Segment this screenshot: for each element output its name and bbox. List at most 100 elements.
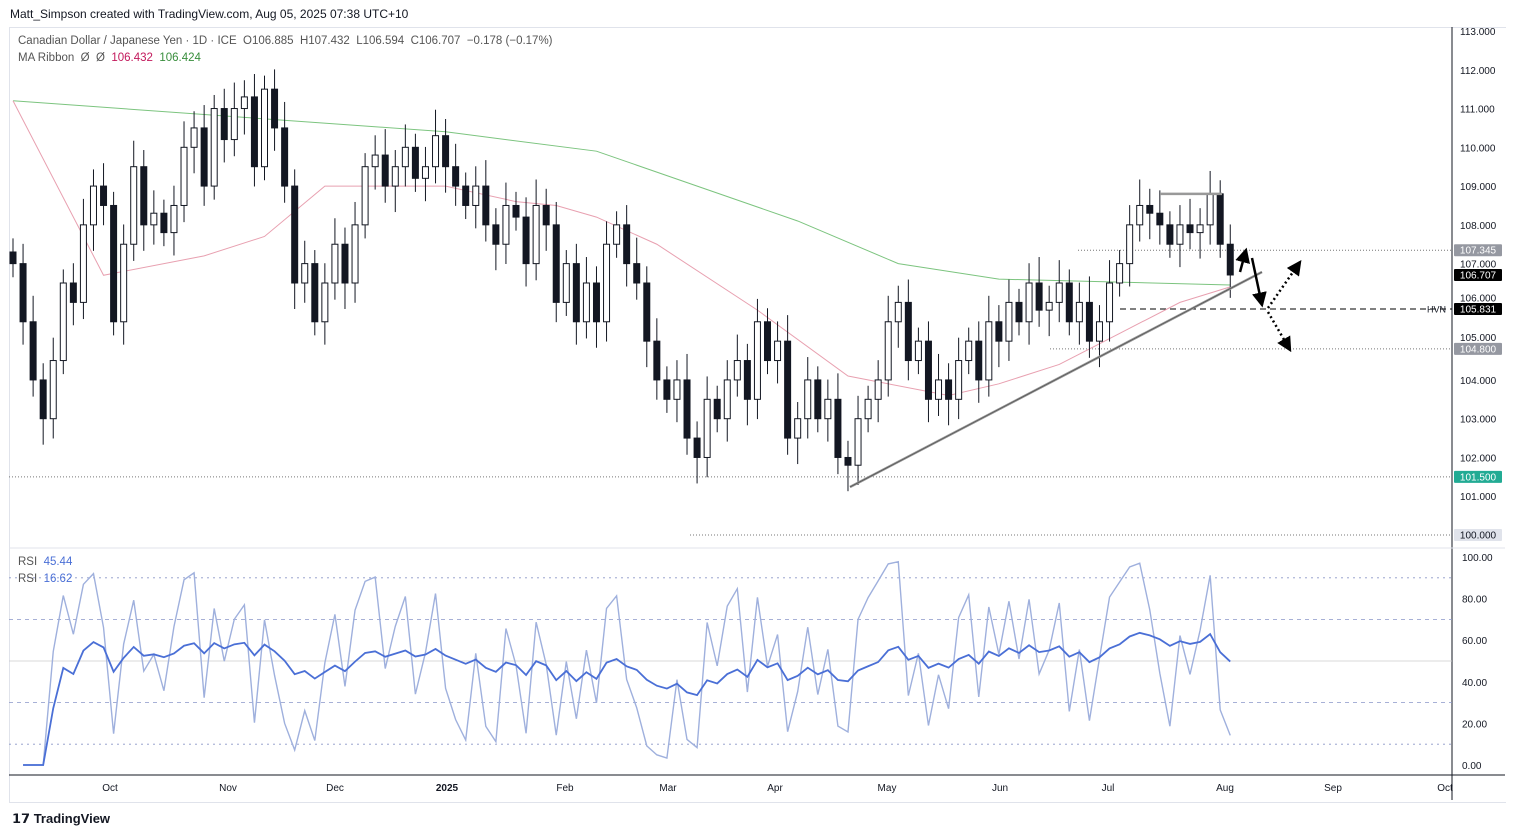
- tradingview-logo[interactable]: 𝟭𝟳 TradingView: [12, 811, 110, 827]
- candle-body: [9, 251, 17, 265]
- candle-body: [743, 360, 751, 400]
- candle-body: [1166, 224, 1174, 245]
- candle-body: [401, 146, 409, 168]
- rsi-legend-1[interactable]: RSI 45.44: [18, 556, 72, 568]
- candle-body: [19, 263, 27, 323]
- candle-body: [150, 212, 158, 226]
- candle-body: [291, 185, 299, 284]
- candle-body: [653, 340, 661, 381]
- candle-body: [1106, 282, 1114, 323]
- time-tick-label: Oct: [102, 783, 118, 794]
- candle-body: [945, 379, 953, 400]
- price-tick-label: 102.000: [1460, 453, 1497, 464]
- candle-body: [261, 88, 268, 168]
- candle-body: [220, 108, 228, 141]
- rsi-tick-label: 0.00: [1462, 761, 1482, 772]
- candle-body: [975, 340, 983, 381]
- ma-ribbon-legend[interactable]: MA Ribbon Ø Ø 106.432 106.424: [18, 52, 201, 64]
- price-tick-label: 111.000: [1460, 105, 1495, 116]
- candle-body: [1075, 301, 1083, 323]
- candle-body: [301, 263, 309, 284]
- price-label-bg: [1454, 268, 1502, 281]
- rsi-line: [23, 631, 1231, 766]
- candle-body: [140, 166, 148, 226]
- price-tick-label: 104.000: [1460, 376, 1497, 387]
- price-tick-label: 108.000: [1460, 221, 1497, 232]
- candle-body: [985, 321, 993, 381]
- candle-body: [804, 379, 812, 420]
- candle-body: [965, 340, 973, 362]
- candle-body: [1206, 193, 1214, 226]
- candle-body: [884, 321, 892, 381]
- candle-body: [623, 224, 631, 265]
- ma-sym-2: Ø: [96, 52, 105, 64]
- candle-body: [1126, 224, 1134, 265]
- candle-body: [844, 456, 852, 466]
- candle-body: [120, 243, 128, 323]
- projection-arrow: [1235, 247, 1250, 273]
- symbol-name[interactable]: Canadian Dollar / Japanese Yen · 1D · IC…: [18, 35, 237, 47]
- price-label: 104.800: [1460, 344, 1497, 355]
- ohlc-open: O106.885: [243, 35, 294, 47]
- ohlc-close: C106.707: [410, 35, 461, 47]
- price-label-bg: [1454, 244, 1502, 257]
- candle-body: [331, 243, 339, 284]
- candle-body: [643, 282, 651, 342]
- footer-text: TradingView: [33, 811, 111, 826]
- rsi-tick-label: 80.00: [1462, 595, 1487, 606]
- candle-body: [271, 88, 279, 129]
- candle-body: [311, 263, 319, 323]
- rsi-tick-label: 100.00: [1462, 553, 1493, 564]
- candle-body: [432, 135, 440, 168]
- candle-body: [341, 243, 349, 284]
- candle-body: [1095, 321, 1103, 342]
- candle-body: [371, 154, 379, 168]
- candle-body: [190, 127, 198, 148]
- price-tick-label: 110.000: [1460, 143, 1496, 154]
- candle-body: [180, 146, 188, 206]
- candle-body: [381, 154, 389, 187]
- candle-body: [462, 185, 470, 206]
- time-tick-label: Nov: [219, 783, 237, 794]
- ma-value-2: 106.424: [159, 52, 201, 64]
- time-tick-label: Mar: [659, 783, 677, 794]
- candle-body: [874, 379, 882, 400]
- candle-body: [703, 398, 711, 458]
- candle-body: [170, 204, 178, 234]
- rsi-fast-line: [23, 560, 1231, 766]
- candle-body: [421, 166, 429, 179]
- candle-body: [69, 282, 77, 303]
- symbol-legend: Canadian Dollar / Japanese Yen · 1D · IC…: [18, 35, 553, 47]
- candle-body: [1065, 282, 1073, 323]
- price-tick-label: 112.000: [1460, 66, 1496, 77]
- candle-body: [613, 224, 621, 245]
- chart-frame[interactable]: [9, 27, 1506, 803]
- time-tick-label: May: [878, 783, 897, 794]
- candle-body: [1146, 204, 1154, 214]
- candle-body: [955, 360, 963, 400]
- price-tick-label: 105.000: [1460, 333, 1497, 344]
- rsi-label: RSI: [18, 556, 38, 568]
- candle-body: [1136, 204, 1144, 226]
- time-tick-label: Jun: [992, 783, 1008, 794]
- candle-body: [794, 418, 802, 439]
- time-tick-label: Oct: [1437, 783, 1453, 794]
- rsi-legend-2[interactable]: RSI 16.62: [18, 573, 72, 585]
- price-label-bg: [1454, 529, 1502, 542]
- candle-body: [39, 379, 47, 420]
- price-tick-label: 106.000: [1460, 293, 1497, 304]
- candle-body: [1055, 282, 1063, 303]
- candle-body: [592, 282, 600, 323]
- candle-body: [784, 340, 792, 439]
- candle-body: [552, 224, 560, 303]
- candle-body: [1025, 282, 1033, 323]
- candle-body: [230, 108, 238, 141]
- candle-body: [894, 301, 902, 323]
- candle-body: [472, 185, 480, 206]
- rsi-label: RSI: [18, 573, 38, 585]
- ohlc-high: H107.432: [299, 35, 350, 47]
- candle-body: [1045, 301, 1053, 311]
- candle-body: [572, 263, 580, 323]
- candle-body: [240, 96, 248, 110]
